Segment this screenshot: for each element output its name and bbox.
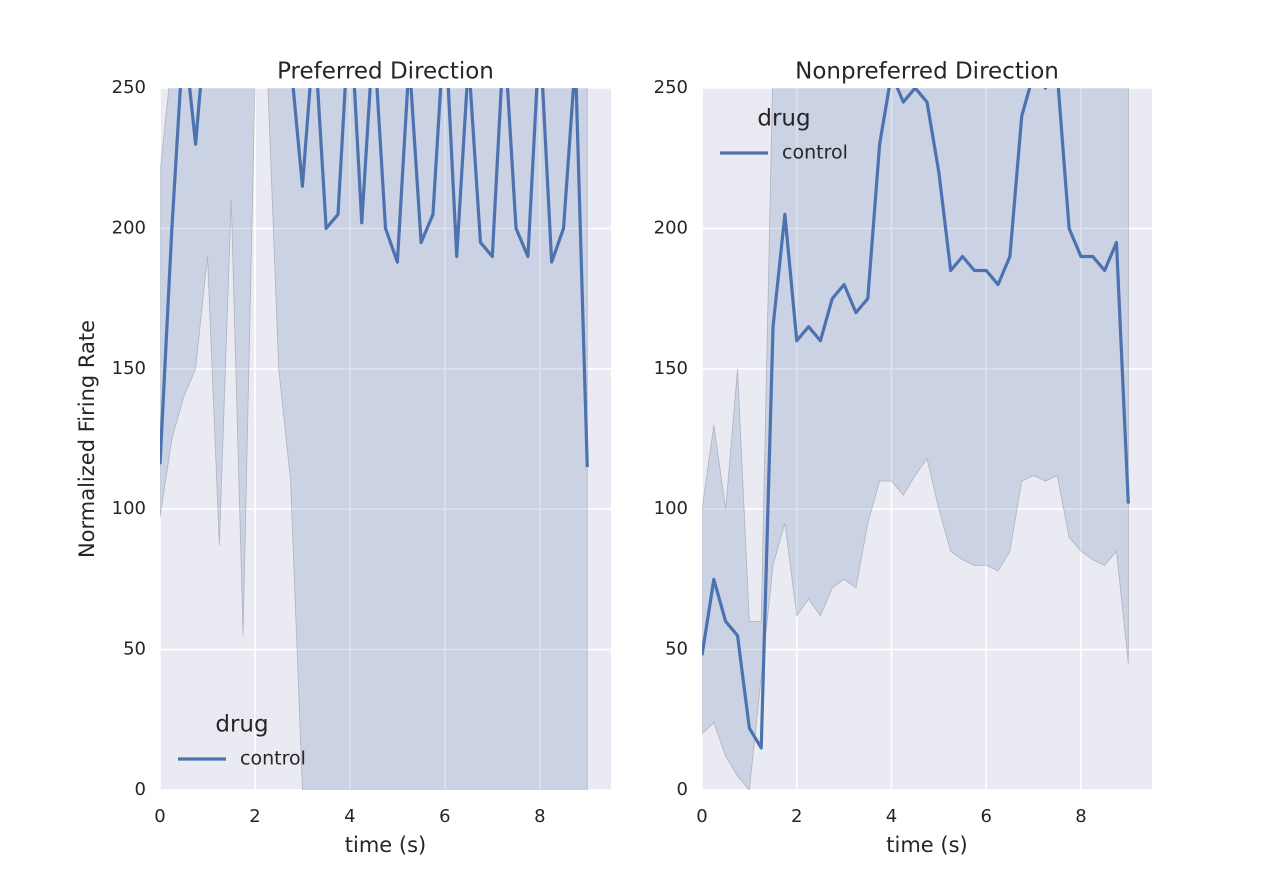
y-tick-label: 50 (665, 639, 688, 660)
y-tick-label: 200 (654, 217, 688, 238)
y-tick-label: 100 (112, 498, 146, 519)
plot-area (702, 88, 1130, 790)
y-tick-label: 250 (112, 77, 146, 98)
x-tick-label: 8 (534, 806, 545, 827)
legend-title: drug (215, 712, 268, 738)
x-tick-label: 4 (886, 806, 897, 827)
y-tick-label: 0 (677, 779, 688, 800)
x-tick-label: 6 (439, 806, 450, 827)
line (160, 88, 589, 468)
chart-title: Preferred Direction (277, 59, 494, 85)
confidence-band (160, 88, 588, 790)
y-tick-label: 0 (135, 779, 146, 800)
y-tick-label: 150 (112, 358, 146, 379)
x-tick-label: 4 (344, 806, 355, 827)
plot-area (160, 88, 589, 790)
subplot: 0 2 4 6 8 0 50 100 150 200 250 Nonpreferred Directi… (654, 59, 1152, 857)
x-axis-label: time (s) (886, 833, 967, 857)
x-tick-label: 8 (1075, 806, 1086, 827)
plot-background (702, 88, 1152, 790)
y-tick-label: 250 (654, 77, 688, 98)
y-tick-label: 50 (123, 639, 146, 660)
y-tick-label: 150 (654, 358, 688, 379)
legend-label: control (240, 748, 306, 770)
legend-title: drug (757, 106, 810, 132)
x-tick-label: 0 (696, 806, 707, 827)
x-axis-label: time (s) (345, 833, 426, 857)
y-tick-label: 200 (112, 217, 146, 238)
confidence-band (702, 88, 1129, 790)
y-axis-label: Normalized Firing Rate (75, 320, 99, 558)
x-tick-label: 6 (980, 806, 991, 827)
x-tick-label: 2 (791, 806, 802, 827)
legend-label: control (782, 142, 848, 164)
x-tick-label: 0 (154, 806, 165, 827)
line (702, 88, 1130, 750)
x-tick-label: 2 (249, 806, 260, 827)
y-tick-label: 100 (654, 498, 688, 519)
chart-title: Nonpreferred Direction (795, 59, 1059, 85)
subplot: 0 2 4 6 8 0 50 100 150 200 250 Preferred Direction t… (75, 59, 611, 857)
